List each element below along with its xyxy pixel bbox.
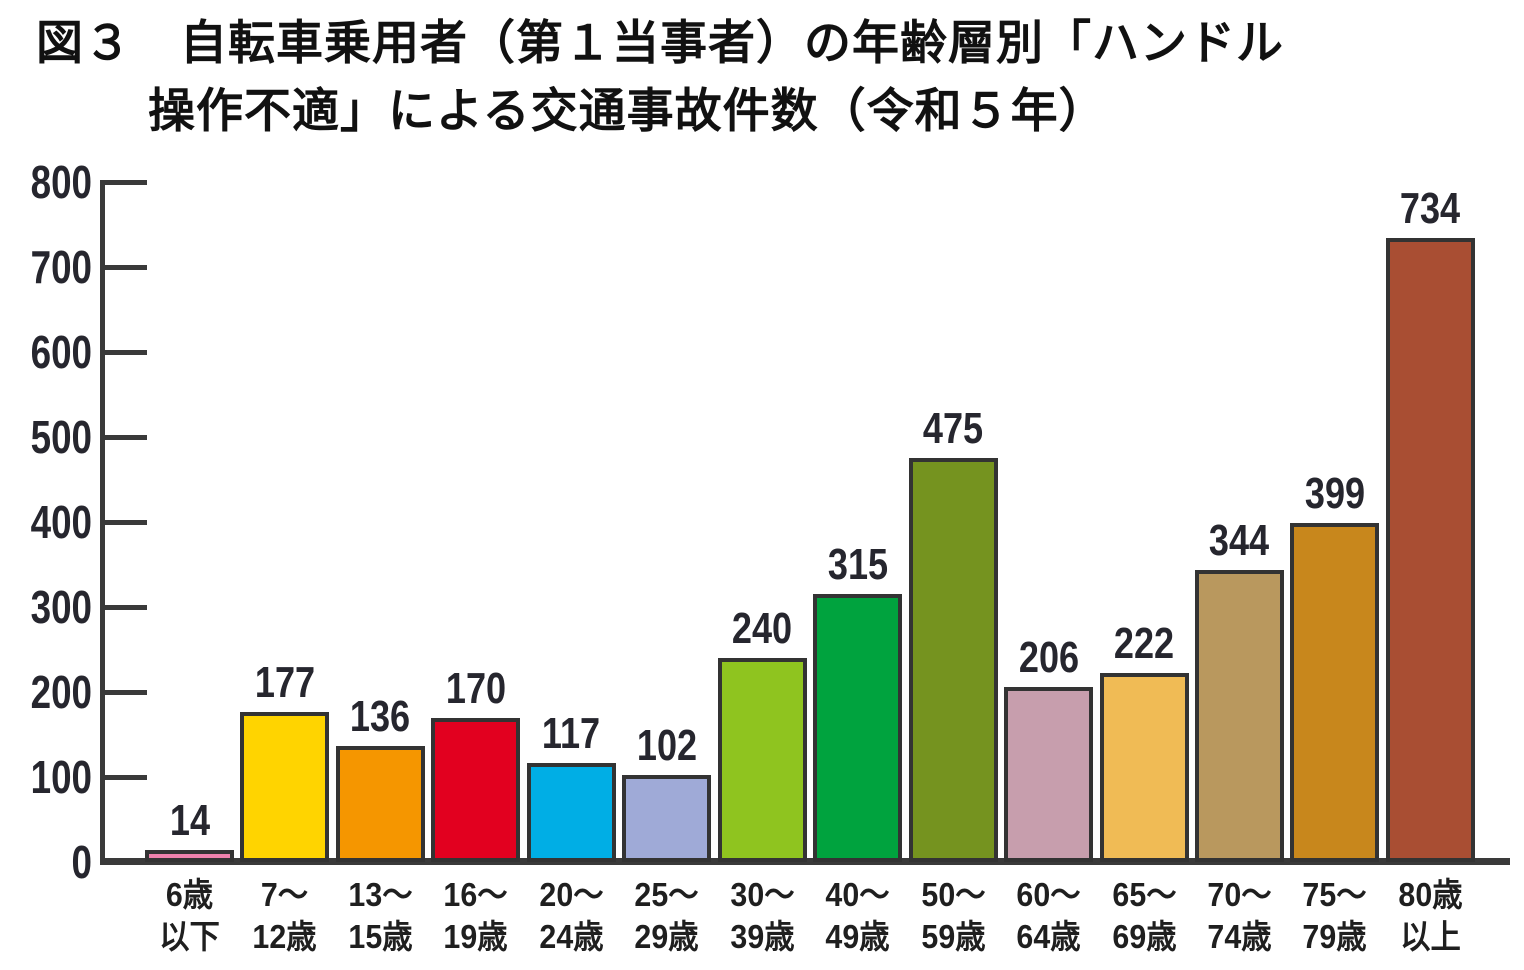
y-axis-tick-label: 0 — [71, 836, 92, 888]
bar-value-label: 102 — [636, 721, 697, 771]
y-axis-tick — [100, 265, 147, 270]
y-axis-tick — [100, 605, 147, 610]
bar-20～24歳: 117 — [526, 709, 616, 862]
bar-value-label: 399 — [1304, 468, 1366, 518]
x-axis-label: 30～ 39歳 — [730, 876, 795, 956]
bar-value-label: 14 — [169, 796, 210, 846]
x-axis-label: 7～ 12歳 — [252, 876, 318, 956]
x-axis-label: 40～ 49歳 — [825, 876, 890, 956]
bar-80歳以上: 734 — [1385, 184, 1475, 862]
bar-value-label: 344 — [1209, 515, 1270, 565]
bar-65～69歳: 222 — [1099, 619, 1189, 862]
y-axis-tick — [100, 180, 147, 185]
x-axis-label: 50～ 59歳 — [921, 876, 986, 956]
figure-title-line1: 図３ 自転車乗用者（第１当事者）の年齢層別「ハンドル — [36, 16, 1284, 69]
bar-50～59歳: 475 — [908, 404, 998, 862]
bar-7～12歳: 177 — [240, 658, 330, 862]
x-axis-label: 70～ 74歳 — [1207, 876, 1272, 956]
y-axis-tick-label: 500 — [30, 411, 92, 463]
x-axis-label: 6歳 以下 — [159, 876, 220, 956]
bar-60～64歳: 206 — [1004, 633, 1094, 862]
bar-13～15歳: 136 — [335, 692, 425, 862]
y-axis-tick — [100, 435, 147, 440]
y-axis-tick-label: 200 — [30, 666, 92, 718]
bar-value-label: 136 — [350, 692, 411, 742]
y-axis-tick — [100, 690, 147, 695]
bar-value-label: 315 — [827, 540, 888, 590]
bar-value-label: 734 — [1400, 184, 1461, 234]
x-axis-label: 13～ 15歳 — [348, 876, 413, 956]
bar-70～74歳: 344 — [1194, 516, 1284, 862]
x-axis-labels: 6歳 以下 7～ 12歳 13～ 15歳 16～ 19歳 20～ 24歳 25～ 29歳 30～ 39歳 4… — [145, 874, 1475, 958]
bar-6歳以下: 14 — [145, 796, 234, 862]
bar-16～19歳: 170 — [431, 664, 521, 862]
bar-30～39歳: 240 — [717, 604, 807, 862]
x-axis-label: 80歳 以上 — [1398, 876, 1463, 956]
x-axis-label: 75～ 79歳 — [1302, 876, 1368, 956]
figure-title-line2: 操作不適」による交通事故件数（令和５年） — [148, 84, 1107, 137]
y-axis-tick-label: 400 — [30, 496, 92, 548]
x-axis-label: 16～ 19歳 — [443, 876, 508, 956]
y-axis-tick-label: 300 — [30, 581, 92, 633]
y-axis-tick-label: 100 — [30, 751, 92, 803]
y-axis-tick — [100, 520, 147, 525]
bar-value-label: 170 — [445, 663, 506, 713]
bar-value-label: 117 — [542, 708, 601, 758]
bars: 14 177 136 170 117 102 240 315 475 206 222 344 399 73… — [145, 182, 1475, 862]
bar-value-label: 475 — [923, 404, 984, 454]
bar-40～49歳: 315 — [813, 540, 903, 862]
bar-value-label: 240 — [732, 604, 793, 653]
x-axis-label: 25～ 29歳 — [634, 876, 699, 956]
x-axis-label: 20～ 24歳 — [539, 876, 604, 956]
x-axis-label: 60～ 64歳 — [1016, 876, 1081, 956]
bar-value-label: 206 — [1018, 632, 1079, 682]
bar-value-label: 177 — [254, 657, 316, 707]
y-axis-tick-label: 800 — [30, 156, 92, 208]
bar-75～79歳: 399 — [1290, 469, 1380, 862]
y-axis-tick-label: 700 — [30, 241, 92, 293]
bar-value-label: 222 — [1113, 619, 1175, 669]
bar-25～29歳: 102 — [622, 721, 712, 862]
y-axis-tick-label: 600 — [30, 326, 92, 378]
x-axis-label: 65～ 69歳 — [1111, 876, 1177, 956]
y-axis-tick — [100, 350, 147, 355]
y-axis-tick — [100, 775, 147, 780]
